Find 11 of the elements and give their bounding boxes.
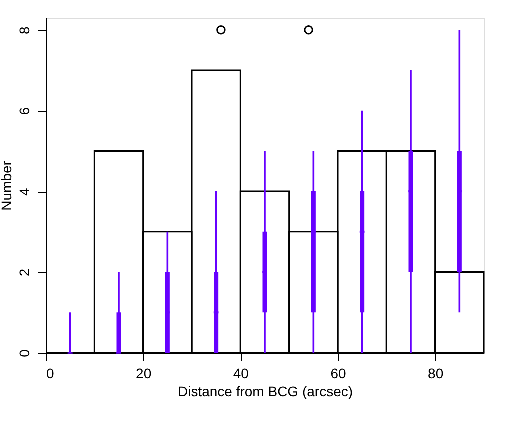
y-tick-label: 0 [16,349,32,358]
y-tick-label: 2 [16,268,32,277]
x-tick-label: 60 [330,366,346,382]
x-tick-label: 40 [233,366,250,382]
y-tick-label: 4 [16,188,32,196]
y-axis-title: Number [0,160,14,211]
y-tick-label: 6 [16,107,32,116]
x-tick-label: 0 [46,366,54,382]
x-tick-label: 80 [428,366,444,382]
y-tick-label: 8 [16,26,32,35]
x-tick-label: 20 [136,366,152,382]
